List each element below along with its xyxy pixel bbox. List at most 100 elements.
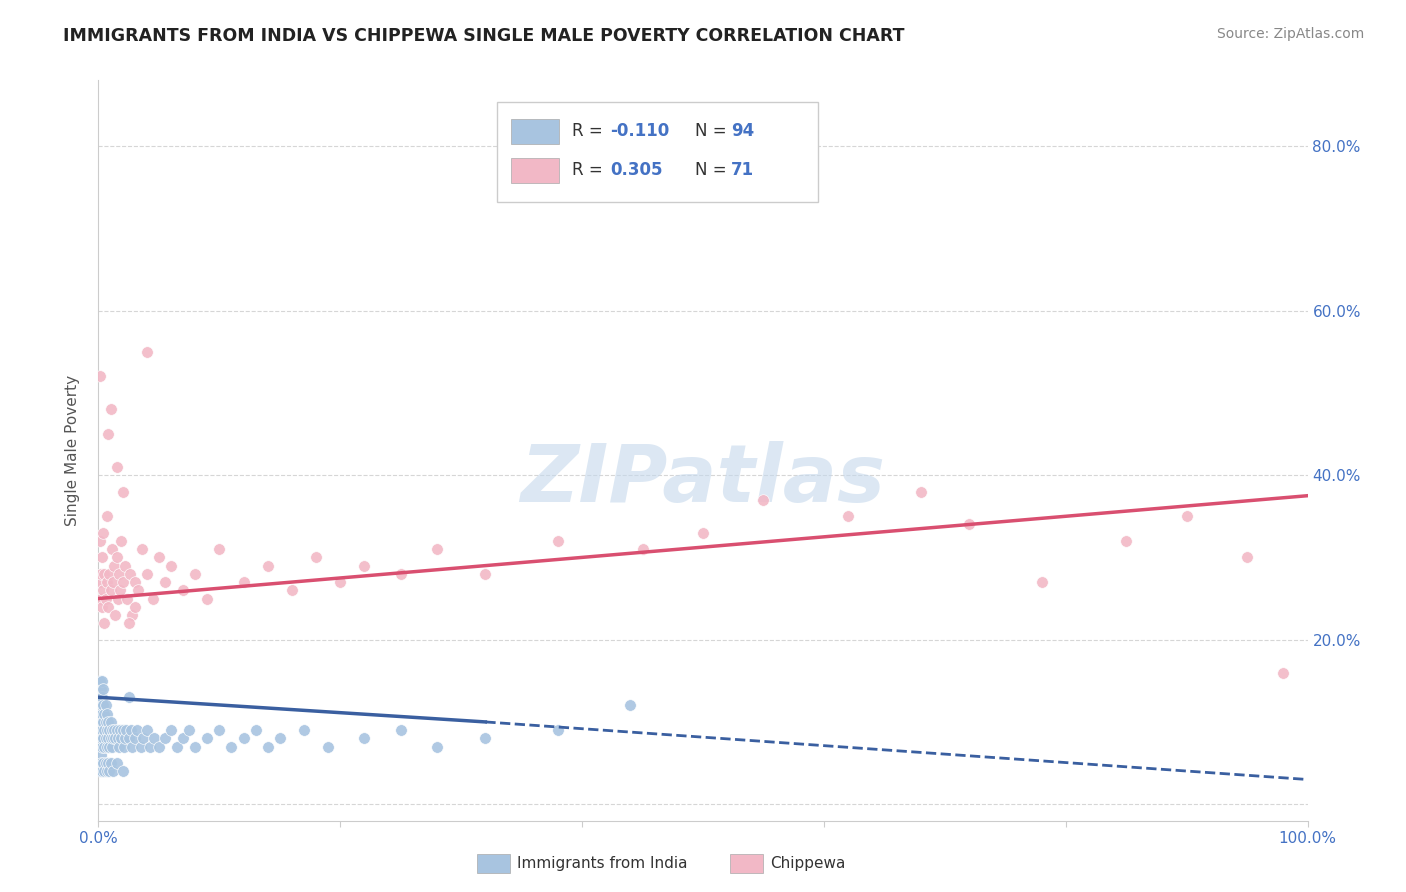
Text: 0.305: 0.305 bbox=[610, 161, 662, 179]
Point bbox=[121, 739, 143, 754]
Point bbox=[94, 698, 117, 713]
Point bbox=[108, 583, 131, 598]
Point bbox=[91, 739, 114, 754]
Point bbox=[547, 723, 569, 738]
Point bbox=[108, 566, 131, 581]
Point bbox=[619, 698, 641, 713]
Point bbox=[1175, 509, 1198, 524]
Point bbox=[837, 509, 859, 524]
Point bbox=[97, 427, 120, 442]
Point bbox=[101, 575, 124, 590]
Point bbox=[114, 731, 136, 746]
Point bbox=[1115, 533, 1137, 548]
Point bbox=[90, 714, 112, 729]
Point bbox=[93, 566, 115, 581]
Point bbox=[91, 764, 114, 779]
Point bbox=[97, 756, 120, 770]
Point bbox=[353, 558, 375, 573]
Point bbox=[89, 533, 111, 548]
Point bbox=[104, 607, 127, 622]
Point bbox=[172, 731, 194, 746]
Text: IMMIGRANTS FROM INDIA VS CHIPPEWA SINGLE MALE POVERTY CORRELATION CHART: IMMIGRANTS FROM INDIA VS CHIPPEWA SINGLE… bbox=[63, 27, 905, 45]
Point bbox=[96, 723, 118, 738]
Point bbox=[105, 723, 128, 738]
Point bbox=[91, 714, 114, 729]
Point bbox=[90, 731, 112, 746]
Point bbox=[118, 731, 141, 746]
Text: ZIPatlas: ZIPatlas bbox=[520, 441, 886, 519]
Point bbox=[90, 681, 112, 696]
Point bbox=[426, 542, 449, 557]
Point bbox=[245, 723, 267, 738]
Point bbox=[389, 566, 412, 581]
Point bbox=[96, 706, 118, 721]
Point bbox=[124, 575, 146, 590]
Point bbox=[100, 402, 122, 417]
Point bbox=[96, 739, 118, 754]
Point bbox=[184, 566, 207, 581]
Point bbox=[910, 484, 932, 499]
Point bbox=[98, 739, 121, 754]
Point bbox=[103, 558, 125, 573]
Point bbox=[93, 616, 115, 631]
Point bbox=[129, 739, 152, 754]
Point bbox=[97, 599, 120, 614]
FancyBboxPatch shape bbox=[510, 119, 560, 144]
Point bbox=[631, 542, 654, 557]
Point bbox=[139, 739, 162, 754]
Point bbox=[957, 517, 980, 532]
Point bbox=[100, 714, 122, 729]
Point bbox=[111, 764, 134, 779]
Point bbox=[105, 756, 128, 770]
Point bbox=[91, 723, 114, 738]
Point bbox=[91, 525, 114, 540]
Point bbox=[114, 558, 136, 573]
Point bbox=[97, 714, 120, 729]
Point bbox=[127, 583, 149, 598]
Point bbox=[91, 706, 114, 721]
Point bbox=[118, 616, 141, 631]
Point bbox=[292, 723, 315, 738]
Point bbox=[90, 591, 112, 606]
Point bbox=[93, 706, 115, 721]
Point bbox=[97, 731, 120, 746]
Point bbox=[100, 583, 122, 598]
Point bbox=[100, 542, 122, 557]
Point bbox=[91, 731, 114, 746]
Point bbox=[124, 599, 146, 614]
Point bbox=[110, 533, 132, 548]
Text: -0.110: -0.110 bbox=[610, 121, 669, 140]
Point bbox=[172, 583, 194, 598]
Point bbox=[91, 690, 114, 705]
Point bbox=[269, 731, 291, 746]
Point bbox=[105, 459, 128, 474]
Point bbox=[98, 566, 121, 581]
Point bbox=[195, 731, 218, 746]
Text: Immigrants from India: Immigrants from India bbox=[517, 856, 688, 871]
Text: N =: N = bbox=[695, 121, 731, 140]
FancyBboxPatch shape bbox=[498, 103, 818, 202]
Point bbox=[91, 583, 114, 598]
Point bbox=[232, 575, 254, 590]
Point bbox=[135, 566, 157, 581]
Point bbox=[305, 550, 328, 565]
Point bbox=[94, 731, 117, 746]
Point bbox=[752, 492, 775, 507]
Point bbox=[100, 731, 122, 746]
Point bbox=[93, 764, 115, 779]
Point bbox=[89, 369, 111, 384]
Point bbox=[118, 566, 141, 581]
Text: Source: ZipAtlas.com: Source: ZipAtlas.com bbox=[1216, 27, 1364, 41]
Point bbox=[124, 731, 146, 746]
Text: R =: R = bbox=[572, 121, 609, 140]
Point bbox=[353, 731, 375, 746]
Point bbox=[89, 706, 111, 721]
Point bbox=[98, 764, 121, 779]
Point bbox=[89, 575, 111, 590]
Point bbox=[89, 723, 111, 738]
Point bbox=[96, 509, 118, 524]
Point bbox=[90, 756, 112, 770]
Point bbox=[148, 550, 170, 565]
Point bbox=[96, 575, 118, 590]
Point bbox=[108, 723, 131, 738]
